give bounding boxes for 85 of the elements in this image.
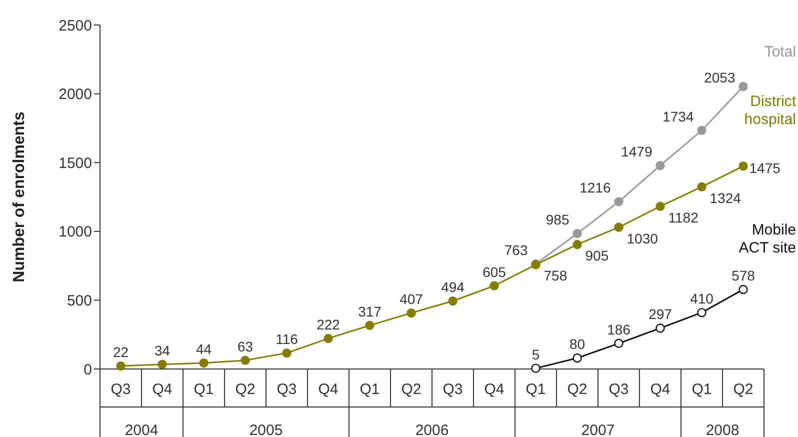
point	[738, 161, 748, 171]
data-label: 578	[732, 267, 756, 284]
x-tick-label: Q1	[526, 381, 546, 398]
data-label: 22	[112, 344, 129, 360]
text: 2004	[124, 422, 158, 437]
x-tick-label: Q2	[733, 381, 754, 398]
data-label: 1030	[626, 230, 658, 246]
point	[656, 160, 665, 170]
point	[324, 334, 333, 344]
data-label: 407	[400, 290, 424, 307]
data-label: 1216	[580, 180, 611, 196]
data-label: 44	[196, 340, 212, 357]
point	[448, 296, 458, 306]
text: 2005	[249, 422, 283, 437]
series-label: Mobile ACT site	[738, 221, 796, 256]
point	[656, 324, 665, 333]
point	[738, 82, 748, 92]
data-label: 317	[358, 303, 382, 320]
point	[406, 308, 416, 318]
text: 2007	[581, 422, 615, 437]
y-tick-label: 500	[66, 292, 92, 310]
data-label: 186	[607, 321, 631, 338]
x-tick-label: Q1	[194, 381, 214, 398]
data-label: 410	[690, 290, 714, 307]
data-label: 605	[482, 264, 506, 280]
x-tick-label: Q4	[650, 381, 670, 398]
data-label: 1475	[749, 160, 781, 176]
point	[738, 284, 748, 294]
x-tick-label: Q2	[567, 381, 588, 398]
data-label: 63	[237, 338, 254, 354]
data-label: 1182	[668, 209, 699, 226]
point	[572, 240, 582, 250]
y-tick-label: 1000	[58, 224, 92, 241]
data-label: 763	[504, 242, 528, 258]
point	[656, 202, 665, 211]
x-tick-label: Q3	[442, 381, 463, 398]
data-label: 34	[154, 342, 170, 358]
data-label: 2053	[704, 70, 736, 86]
point	[697, 126, 706, 135]
y-axis-title: Number of enrolments	[11, 112, 28, 282]
text: 2008	[706, 422, 740, 437]
y-tick-label: 2500	[58, 17, 92, 34]
x-tick-label: Q1	[692, 381, 712, 398]
point	[614, 197, 624, 206]
y-tick-label: 2000	[58, 86, 92, 104]
point	[365, 320, 374, 330]
data-label: 80	[569, 336, 586, 352]
point	[614, 338, 624, 348]
x-tick-label: Q2	[235, 381, 256, 398]
series-label: Total	[764, 44, 796, 61]
y-tick-label: 0	[84, 361, 92, 378]
x-tick-label: Q4	[152, 381, 172, 398]
data-label: 1734	[662, 108, 694, 124]
point	[158, 360, 167, 369]
data-label: 1479	[621, 143, 652, 160]
x-tick-label: Q2	[401, 381, 422, 398]
data-label: 1324	[710, 190, 742, 206]
x-tick-label: Q3	[110, 381, 131, 398]
x-tick-label: Q1	[360, 381, 380, 398]
point	[199, 358, 208, 368]
point	[282, 348, 292, 358]
data-label: 905	[585, 247, 609, 264]
point	[531, 364, 540, 373]
text: District hospital	[744, 93, 797, 128]
point	[572, 353, 582, 363]
data-label: 758	[544, 268, 568, 284]
data-label: 222	[316, 316, 340, 332]
x-tick-label: Q3	[608, 381, 629, 398]
data-label: 116	[276, 331, 298, 348]
x-tick-label: Q4	[318, 381, 338, 398]
point	[614, 222, 624, 232]
data-label: 5	[532, 346, 540, 362]
data-label: 985	[546, 211, 570, 228]
data-label: 494	[441, 279, 465, 296]
x-tick-label: Q3	[276, 381, 297, 398]
data-label: 297	[648, 306, 672, 322]
point	[490, 281, 499, 290]
point	[116, 361, 126, 371]
point	[240, 356, 250, 365]
x-tick-label: Q4	[484, 381, 504, 398]
point	[697, 308, 706, 318]
point	[697, 182, 706, 192]
y-tick-label: 1500	[58, 154, 92, 172]
text: 2006	[415, 422, 449, 437]
point	[572, 228, 582, 238]
